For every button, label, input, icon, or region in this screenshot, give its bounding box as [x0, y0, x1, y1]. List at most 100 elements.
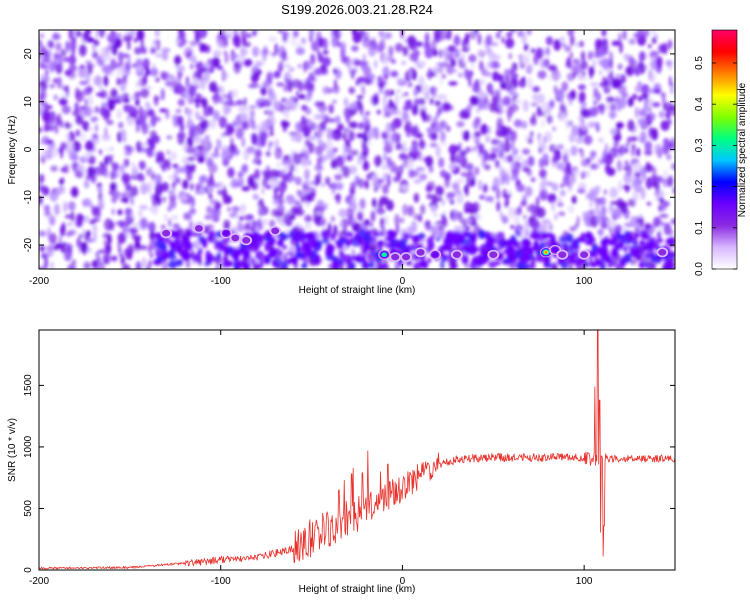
heatmap-noise-cell: [172, 223, 180, 230]
heatmap-noise-cell: [526, 63, 534, 72]
heatmap-noise-cell: [104, 218, 113, 231]
heatmap-band-cell: [635, 232, 639, 239]
heatmap-band-cell: [461, 230, 469, 238]
heatmap-noise-cell: [570, 173, 576, 184]
heatmap-band-cell: [301, 263, 308, 269]
heatmap-noise-cell: [53, 94, 58, 101]
heatmap-noise-cell: [601, 58, 611, 70]
heatmap-noise-cell: [542, 153, 549, 161]
heatmap-noise-cell: [465, 32, 470, 43]
heatmap-noise-cell: [660, 120, 670, 131]
heatmap-noise-cell: [431, 39, 437, 52]
heatmap-noise-cell: [149, 238, 156, 250]
heatmap-noise-cell: [418, 140, 426, 150]
heatmap-noise-cell: [376, 178, 385, 183]
heatmap-noise-cell: [640, 187, 646, 200]
heatmap-noise-cell: [634, 106, 639, 119]
heatmap-noise-cell: [294, 200, 301, 206]
heatmap-noise-cell: [104, 126, 108, 137]
heatmap-noise-cell: [346, 115, 351, 124]
heatmap-noise-cell: [217, 94, 223, 104]
heatmap-noise-cell: [123, 158, 130, 168]
heatmap-noise-cell: [647, 44, 652, 49]
heatmap-noise-cell: [396, 78, 404, 83]
heatmap-noise-cell: [587, 50, 595, 60]
heatmap-noise-cell: [609, 59, 613, 70]
heatmap-noise-cell: [304, 214, 313, 223]
heatmap-noise-cell: [326, 139, 334, 151]
heatmap-noise-cell: [323, 44, 328, 50]
heatmap-noise-cell: [438, 66, 445, 72]
heatmap-noise-cell: [495, 31, 501, 39]
heatmap-noise-cell: [310, 53, 316, 65]
heatmap-noise-cell: [252, 30, 257, 37]
heatmap-noise-cell: [251, 133, 258, 145]
heatmap-noise-cell: [652, 166, 657, 179]
heatmap-noise-cell: [477, 213, 483, 221]
heatmap-noise-cell: [430, 204, 437, 213]
heatmap-noise-cell: [139, 46, 146, 54]
heatmap-noise-cell: [357, 122, 365, 130]
heatmap-noise-cell: [110, 30, 115, 35]
heatmap-noise-cell: [470, 178, 476, 187]
heatmap-noise-cell: [129, 212, 134, 219]
heatmap-noise-cell: [227, 207, 231, 212]
heatmap-noise-cell: [195, 62, 203, 70]
heatmap-band-cell: [443, 254, 452, 261]
heatmap-noise-cell: [63, 201, 68, 213]
heatmap-noise-cell: [558, 211, 566, 217]
heatmap-noise-cell: [643, 30, 650, 38]
heatmap-noise-cell: [45, 139, 54, 145]
heatmap-noise-cell: [264, 184, 272, 189]
heatmap-noise-cell: [126, 117, 135, 126]
heatmap-noise-cell: [518, 61, 524, 67]
heatmap-noise-cell: [332, 30, 340, 37]
heatmap-noise-cell: [172, 80, 178, 93]
heatmap-noise-cell: [47, 40, 54, 48]
heatmap-noise-cell: [144, 85, 153, 90]
heatmap-noise-cell: [295, 90, 300, 99]
heatmap-noise-cell: [414, 104, 418, 110]
heatmap-noise-cell: [281, 120, 290, 128]
heatmap-noise-cell: [481, 157, 487, 168]
heatmap-noise-cell: [658, 110, 666, 119]
heatmap-noise-cell: [555, 74, 562, 79]
heatmap-noise-cell: [94, 166, 102, 177]
heatmap-band-cell: [551, 233, 556, 244]
heatmap-noise-cell: [392, 176, 401, 183]
heatmap-noise-cell: [169, 151, 178, 162]
heatmap-noise-cell: [578, 127, 583, 139]
heatmap-noise-cell: [535, 196, 540, 208]
heatmap-noise-cell: [176, 115, 184, 126]
heatmap-band-cell: [214, 240, 220, 250]
heatmap-noise-cell: [274, 147, 283, 160]
heatmap-noise-cell: [621, 185, 631, 190]
heatmap-noise-cell: [575, 137, 583, 144]
heatmap-noise-cell: [350, 149, 359, 156]
heatmap-noise-cell: [303, 82, 309, 91]
heatmap-noise-cell: [654, 191, 660, 197]
heatmap-noise-cell: [336, 41, 342, 47]
heatmap-noise-cell: [322, 49, 329, 55]
heatmap-noise-cell: [490, 147, 499, 154]
heatmap-noise-cell: [644, 223, 652, 230]
heatmap-noise-cell: [667, 229, 674, 236]
heatmap-band-cell: [546, 239, 550, 248]
heatmap-noise-cell: [259, 102, 265, 108]
heatmap-noise-cell: [252, 158, 259, 165]
heatmap-noise-cell: [633, 162, 642, 173]
heatmap-noise-cell: [39, 140, 43, 146]
heatmap-noise-cell: [50, 261, 54, 269]
heatmap-band-cell: [377, 239, 385, 246]
heatmap-noise-cell: [458, 60, 466, 69]
heatmap-noise-cell: [476, 49, 484, 57]
heatmap-band-cell: [485, 239, 494, 248]
heatmap-noise-cell: [595, 204, 599, 214]
heatmap-noise-cell: [361, 85, 366, 97]
heatmap-band-cell: [536, 231, 546, 242]
heatmap-noise-cell: [212, 217, 220, 222]
heatmap-noise-cell: [185, 76, 190, 88]
heatmap-band-cell: [645, 261, 650, 269]
heatmap-noise-cell: [530, 48, 536, 54]
